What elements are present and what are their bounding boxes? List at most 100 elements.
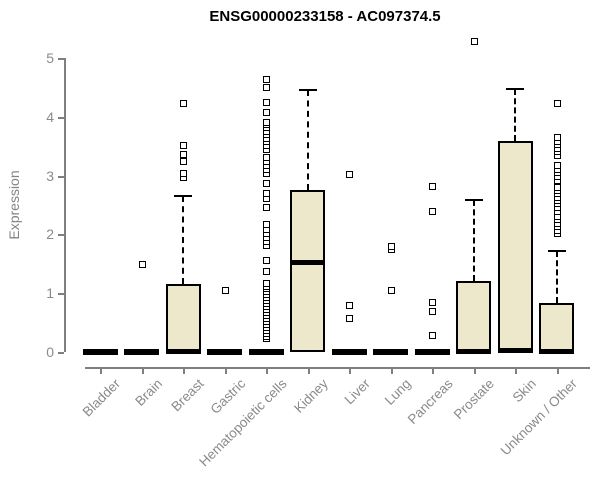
outlier-point bbox=[263, 98, 270, 106]
y-axis-tick-label: 3 bbox=[46, 167, 54, 184]
outlier-point bbox=[221, 287, 229, 295]
x-axis-tick bbox=[473, 368, 476, 374]
outlier-point bbox=[429, 307, 436, 315]
x-axis-tick bbox=[100, 368, 102, 374]
outlier-point bbox=[346, 171, 353, 179]
outlier-point bbox=[553, 99, 561, 107]
box-prostate bbox=[456, 281, 491, 352]
outlier-point bbox=[346, 301, 353, 309]
y-axis-tick-label: 4 bbox=[46, 108, 54, 125]
x-axis-tick bbox=[266, 368, 268, 374]
outlier-point bbox=[263, 257, 270, 265]
x-axis-tick-label: Kidney bbox=[291, 376, 332, 416]
x-axis-tick-label: Prostate bbox=[450, 376, 498, 423]
outlier-point bbox=[346, 315, 353, 323]
x-axis-tick bbox=[349, 368, 351, 374]
flat-box-gastric bbox=[207, 349, 242, 355]
flat-box-pancreas bbox=[414, 349, 450, 355]
outlier-point bbox=[263, 203, 270, 211]
outlier-point bbox=[263, 180, 270, 188]
whisker-cap bbox=[547, 249, 566, 252]
flat-box-bladder bbox=[82, 349, 118, 355]
outlier-point bbox=[429, 183, 436, 191]
median-line bbox=[290, 260, 325, 266]
outlier-point bbox=[553, 162, 561, 170]
x-axis-tick-label: Brain bbox=[132, 376, 166, 409]
whisker-cap bbox=[174, 195, 192, 198]
outlier-point bbox=[263, 118, 270, 126]
x-axis-tick-label: Breast bbox=[168, 376, 207, 415]
outlier-point bbox=[263, 83, 270, 91]
x-axis-tick-label: Bladder bbox=[80, 376, 124, 420]
outlier-point bbox=[180, 99, 187, 107]
y-axis-line bbox=[64, 58, 66, 352]
box-breast bbox=[165, 284, 201, 352]
outlier-point bbox=[263, 108, 270, 116]
upper-whisker bbox=[514, 88, 516, 141]
box-skin bbox=[497, 140, 533, 352]
outlier-point bbox=[429, 299, 436, 307]
outlier-point bbox=[263, 268, 270, 276]
outlier-point bbox=[429, 207, 436, 215]
x-axis-tick bbox=[141, 368, 144, 374]
x-axis-tick-label: Unknown / Other bbox=[497, 376, 581, 459]
flat-box-lung bbox=[373, 349, 408, 355]
outlier-point bbox=[553, 134, 561, 142]
y-axis-label: Expression bbox=[6, 170, 22, 240]
outlier-point bbox=[180, 169, 187, 177]
x-axis-tick-label: Gastric bbox=[207, 376, 249, 417]
flat-box-hematopoietic-cells bbox=[248, 349, 284, 355]
y-axis-tick bbox=[58, 58, 64, 60]
outlier-point bbox=[138, 260, 146, 268]
whisker-cap bbox=[298, 89, 317, 92]
median-line bbox=[497, 348, 533, 354]
upper-whisker bbox=[472, 199, 475, 282]
x-axis-tick-label: Liver bbox=[341, 376, 373, 408]
flat-box-brain bbox=[124, 349, 159, 355]
outlier-point bbox=[263, 279, 270, 287]
outlier-point bbox=[263, 221, 270, 229]
x-axis-tick bbox=[556, 368, 559, 374]
y-axis-tick-label: 0 bbox=[46, 344, 54, 360]
y-axis-tick-label: 1 bbox=[46, 285, 54, 302]
y-axis-tick-label: 2 bbox=[46, 226, 54, 243]
y-axis-tick bbox=[58, 175, 64, 178]
y-axis-tick-label: 5 bbox=[46, 50, 54, 66]
whisker-cap bbox=[464, 198, 483, 201]
outlier-point bbox=[470, 37, 478, 45]
y-axis-tick bbox=[58, 116, 64, 119]
upper-whisker bbox=[306, 90, 309, 191]
x-axis-line bbox=[85, 367, 590, 369]
median-line bbox=[165, 348, 201, 354]
upper-whisker bbox=[555, 250, 558, 304]
outlier-point bbox=[263, 153, 270, 161]
y-axis-tick bbox=[58, 352, 64, 354]
outlier-point bbox=[263, 75, 270, 83]
x-axis-tick-label: Pancreas bbox=[404, 376, 456, 427]
y-axis-tick bbox=[58, 234, 64, 237]
outlier-point bbox=[387, 287, 395, 295]
box-kidney bbox=[290, 190, 325, 352]
chart-title: ENSG00000233158 - AC097374.5 bbox=[209, 8, 441, 25]
x-axis-tick bbox=[390, 368, 393, 374]
outlier-point bbox=[180, 158, 187, 166]
box-unknown-other bbox=[539, 303, 574, 352]
x-axis-tick bbox=[224, 368, 227, 374]
upper-whisker bbox=[182, 196, 184, 285]
outlier-point bbox=[387, 242, 395, 250]
outlier-point bbox=[553, 183, 561, 191]
x-axis-tick bbox=[307, 368, 310, 374]
x-axis-tick-label: Skin bbox=[509, 376, 539, 406]
x-axis-tick bbox=[432, 368, 434, 374]
x-axis-tick bbox=[183, 368, 185, 374]
x-axis-tick bbox=[515, 368, 517, 374]
whisker-cap bbox=[506, 87, 524, 90]
flat-box-liver bbox=[331, 349, 367, 355]
x-axis-tick-label: Lung bbox=[382, 376, 415, 408]
outlier-point bbox=[429, 331, 436, 339]
median-line bbox=[456, 348, 491, 354]
y-axis-tick bbox=[58, 293, 64, 296]
median-line bbox=[539, 348, 574, 354]
outlier-point bbox=[180, 142, 187, 150]
